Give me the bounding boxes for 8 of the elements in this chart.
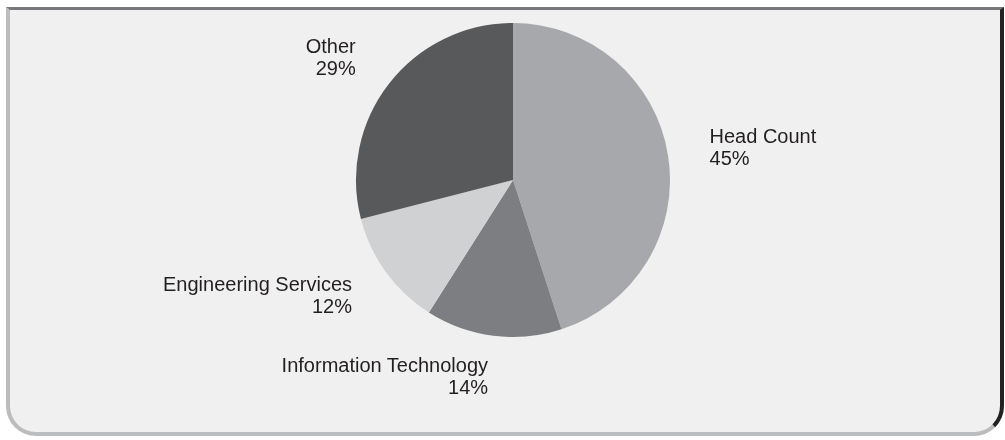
data-label: 12%: [311, 295, 353, 318]
data-label: 29%: [315, 56, 356, 79]
slice-label: Other: [305, 34, 357, 57]
slice-label: Information Technology: [281, 353, 489, 376]
slice-label: Head Count: [709, 125, 817, 148]
slice-label: Engineering Services: [163, 273, 353, 296]
data-label: 45%: [709, 147, 750, 170]
data-label: 14%: [448, 375, 489, 398]
